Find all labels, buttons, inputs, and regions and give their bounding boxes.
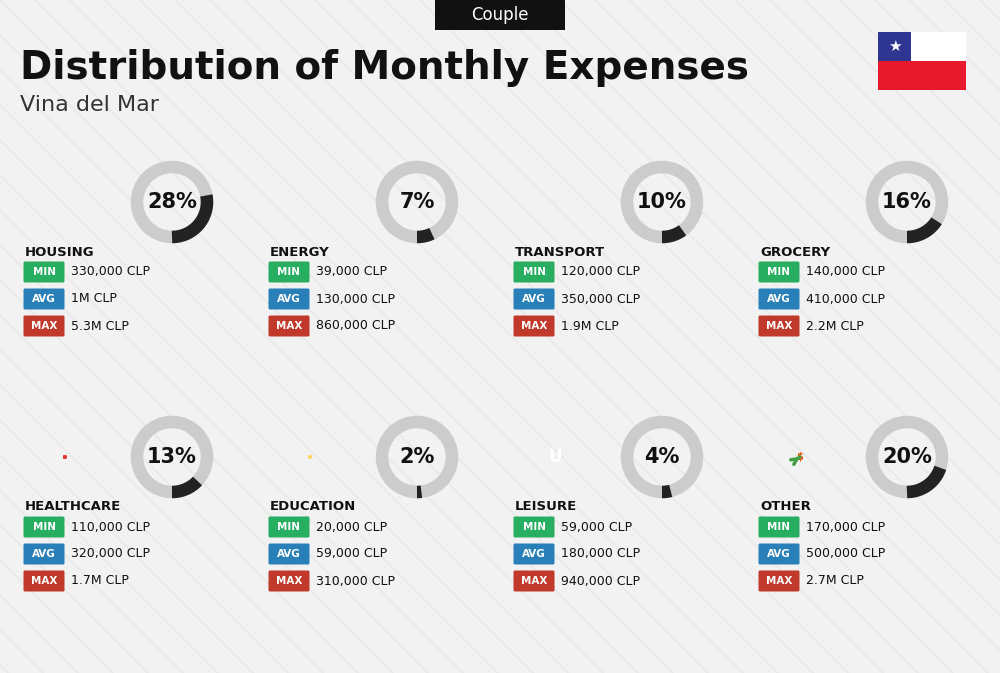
Text: LEISURE: LEISURE — [515, 501, 577, 513]
FancyBboxPatch shape — [24, 571, 64, 592]
Text: TRANSPORT: TRANSPORT — [515, 246, 605, 258]
Text: 28%: 28% — [147, 192, 197, 212]
FancyBboxPatch shape — [24, 516, 64, 538]
Bar — [878, 32, 966, 61]
FancyBboxPatch shape — [268, 571, 310, 592]
Text: HEALTHCARE: HEALTHCARE — [25, 501, 121, 513]
Text: $: $ — [797, 452, 803, 462]
Text: MAX: MAX — [521, 321, 547, 331]
Text: MIN: MIN — [32, 522, 56, 532]
Text: AVG: AVG — [32, 549, 56, 559]
Text: ENERGY: ENERGY — [270, 246, 330, 258]
Text: MIN: MIN — [278, 522, 300, 532]
FancyBboxPatch shape — [759, 316, 800, 336]
Text: MAX: MAX — [766, 576, 792, 586]
FancyBboxPatch shape — [759, 516, 800, 538]
Text: 16%: 16% — [882, 192, 932, 212]
Text: 20%: 20% — [882, 447, 932, 467]
Text: AVG: AVG — [277, 294, 301, 304]
Text: ★: ★ — [888, 39, 902, 54]
FancyBboxPatch shape — [268, 262, 310, 283]
Bar — [878, 32, 911, 61]
FancyBboxPatch shape — [514, 544, 554, 565]
FancyBboxPatch shape — [514, 516, 554, 538]
Text: U: U — [548, 448, 562, 466]
FancyBboxPatch shape — [514, 289, 554, 310]
Text: 1M CLP: 1M CLP — [71, 293, 117, 306]
Text: 20,000 CLP: 20,000 CLP — [316, 520, 387, 534]
FancyBboxPatch shape — [268, 316, 310, 336]
FancyBboxPatch shape — [759, 262, 800, 283]
FancyBboxPatch shape — [759, 289, 800, 310]
FancyBboxPatch shape — [24, 316, 64, 336]
FancyBboxPatch shape — [24, 544, 64, 565]
Text: MAX: MAX — [521, 576, 547, 586]
Text: MIN: MIN — [522, 522, 546, 532]
Text: AVG: AVG — [522, 549, 546, 559]
Text: AVG: AVG — [767, 549, 791, 559]
Text: 330,000 CLP: 330,000 CLP — [71, 266, 150, 279]
Text: MAX: MAX — [766, 321, 792, 331]
Text: 140,000 CLP: 140,000 CLP — [806, 266, 885, 279]
Text: 310,000 CLP: 310,000 CLP — [316, 575, 395, 588]
Text: MIN: MIN — [768, 267, 790, 277]
Text: 7%: 7% — [399, 192, 435, 212]
FancyBboxPatch shape — [759, 544, 800, 565]
Text: MAX: MAX — [276, 576, 302, 586]
FancyBboxPatch shape — [514, 316, 554, 336]
FancyBboxPatch shape — [268, 516, 310, 538]
Text: Vina del Mar: Vina del Mar — [20, 95, 159, 115]
Text: MAX: MAX — [276, 321, 302, 331]
Text: GROCERY: GROCERY — [760, 246, 830, 258]
Text: 120,000 CLP: 120,000 CLP — [561, 266, 640, 279]
Text: 1.9M CLP: 1.9M CLP — [561, 320, 619, 332]
Text: AVG: AVG — [277, 549, 301, 559]
Text: Distribution of Monthly Expenses: Distribution of Monthly Expenses — [20, 49, 749, 87]
Text: 2%: 2% — [399, 447, 435, 467]
FancyBboxPatch shape — [268, 544, 310, 565]
Text: 39,000 CLP: 39,000 CLP — [316, 266, 387, 279]
Text: 180,000 CLP: 180,000 CLP — [561, 548, 640, 561]
Text: 5.3M CLP: 5.3M CLP — [71, 320, 129, 332]
Text: AVG: AVG — [767, 294, 791, 304]
Text: 59,000 CLP: 59,000 CLP — [561, 520, 632, 534]
Text: HOUSING: HOUSING — [25, 246, 95, 258]
Text: MIN: MIN — [278, 267, 300, 277]
Text: 130,000 CLP: 130,000 CLP — [316, 293, 395, 306]
Text: 10%: 10% — [637, 192, 687, 212]
FancyBboxPatch shape — [514, 262, 554, 283]
Text: AVG: AVG — [522, 294, 546, 304]
Bar — [878, 61, 966, 90]
Text: 500,000 CLP: 500,000 CLP — [806, 548, 885, 561]
Text: 350,000 CLP: 350,000 CLP — [561, 293, 640, 306]
FancyBboxPatch shape — [24, 289, 64, 310]
FancyBboxPatch shape — [435, 0, 565, 30]
Text: 320,000 CLP: 320,000 CLP — [71, 548, 150, 561]
Text: MAX: MAX — [31, 321, 57, 331]
Text: OTHER: OTHER — [760, 501, 811, 513]
Text: MIN: MIN — [768, 522, 790, 532]
Text: MIN: MIN — [32, 267, 56, 277]
FancyBboxPatch shape — [514, 571, 554, 592]
Text: MAX: MAX — [31, 576, 57, 586]
Text: 860,000 CLP: 860,000 CLP — [316, 320, 395, 332]
FancyBboxPatch shape — [24, 262, 64, 283]
Text: EDUCATION: EDUCATION — [270, 501, 356, 513]
Text: 940,000 CLP: 940,000 CLP — [561, 575, 640, 588]
Text: 410,000 CLP: 410,000 CLP — [806, 293, 885, 306]
Text: 110,000 CLP: 110,000 CLP — [71, 520, 150, 534]
Text: 4%: 4% — [644, 447, 680, 467]
Text: 170,000 CLP: 170,000 CLP — [806, 520, 885, 534]
Text: 1.7M CLP: 1.7M CLP — [71, 575, 129, 588]
Text: MIN: MIN — [522, 267, 546, 277]
Text: 13%: 13% — [147, 447, 197, 467]
Text: AVG: AVG — [32, 294, 56, 304]
FancyBboxPatch shape — [268, 289, 310, 310]
Text: 2.2M CLP: 2.2M CLP — [806, 320, 864, 332]
Text: 2.7M CLP: 2.7M CLP — [806, 575, 864, 588]
Text: Couple: Couple — [471, 6, 529, 24]
Text: 59,000 CLP: 59,000 CLP — [316, 548, 387, 561]
FancyBboxPatch shape — [759, 571, 800, 592]
